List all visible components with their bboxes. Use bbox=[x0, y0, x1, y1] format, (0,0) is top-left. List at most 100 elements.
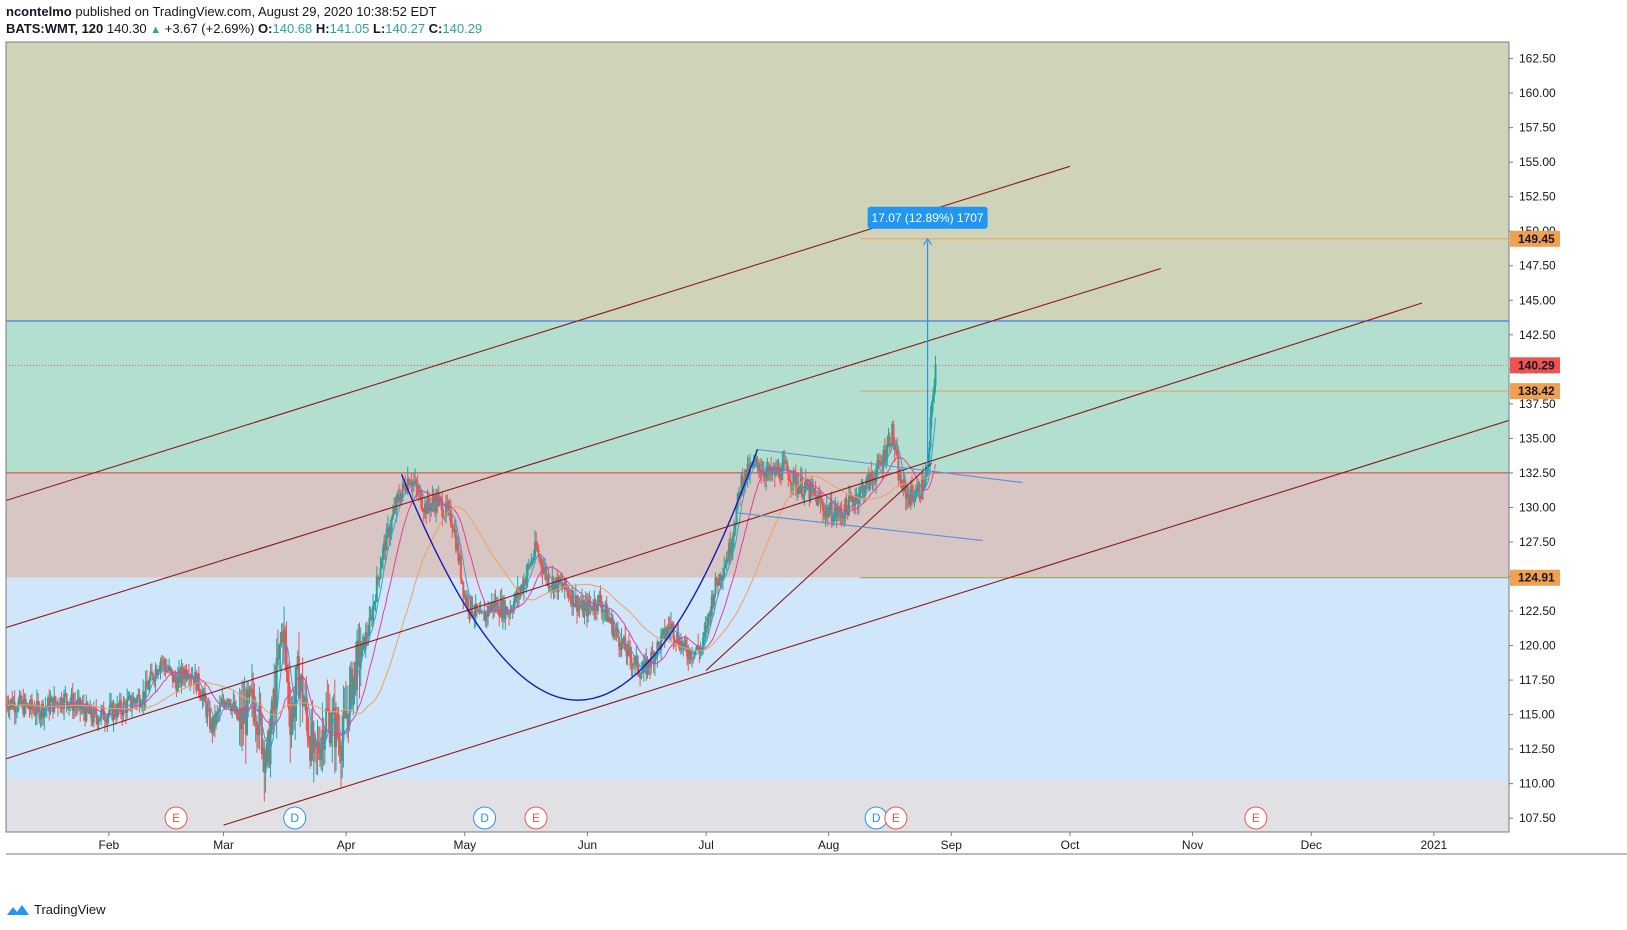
candle-body bbox=[217, 711, 220, 713]
candle-body bbox=[7, 706, 10, 710]
candle-body bbox=[788, 480, 791, 482]
tradingview-brand[interactable]: TradingView bbox=[6, 902, 106, 917]
candle-body bbox=[725, 558, 728, 565]
candle-body bbox=[459, 555, 462, 579]
candle-body bbox=[68, 704, 71, 709]
candle-body bbox=[38, 705, 41, 720]
candle-body bbox=[640, 673, 643, 679]
publisher-name[interactable]: ncontelmo bbox=[6, 4, 72, 19]
candle-body bbox=[265, 743, 268, 763]
x-tick-label: 2021 bbox=[1420, 838, 1447, 852]
measure-arrowhead bbox=[923, 237, 933, 246]
candle-body bbox=[44, 707, 47, 709]
candle-body bbox=[885, 456, 888, 463]
candle-body bbox=[388, 527, 391, 537]
candle-body bbox=[875, 471, 878, 483]
candle-body bbox=[367, 634, 370, 637]
candle-body bbox=[723, 567, 726, 577]
candle-body bbox=[553, 581, 556, 592]
candle-body bbox=[426, 497, 429, 515]
candle-body bbox=[918, 484, 921, 499]
candle-body bbox=[778, 466, 781, 479]
candle-body bbox=[128, 695, 131, 697]
candle-body bbox=[647, 659, 650, 667]
candle-body bbox=[236, 707, 239, 719]
zone-band-2 bbox=[6, 472, 1509, 578]
y-tick-label: 145.00 bbox=[1519, 293, 1556, 307]
candle-body bbox=[285, 645, 288, 670]
candle-body bbox=[238, 709, 241, 720]
event-marker-label: D bbox=[872, 811, 881, 825]
candle-body bbox=[731, 536, 734, 548]
candle-body bbox=[294, 695, 297, 718]
candle-body bbox=[30, 699, 33, 709]
candle-body bbox=[379, 568, 382, 579]
candle-body bbox=[672, 623, 675, 640]
candle-body bbox=[474, 603, 477, 616]
candle-body bbox=[551, 577, 554, 587]
candle-body bbox=[932, 395, 935, 402]
candle-body bbox=[321, 730, 324, 744]
candle-body bbox=[35, 700, 38, 715]
event-marker-e bbox=[524, 806, 548, 830]
up-arrow-icon: ▲ bbox=[150, 24, 162, 36]
candle-body bbox=[307, 736, 310, 743]
y-tick-label: 115.00 bbox=[1519, 708, 1555, 722]
candle-body bbox=[448, 506, 451, 509]
candle-body bbox=[609, 619, 612, 624]
candle-body bbox=[391, 513, 394, 519]
price-label: 138.42 bbox=[1518, 384, 1555, 398]
candle-body bbox=[37, 700, 40, 706]
candle-body bbox=[305, 696, 308, 715]
candle-body bbox=[152, 674, 155, 681]
candle-body bbox=[420, 491, 423, 508]
candle-body bbox=[903, 479, 906, 486]
candle-body bbox=[657, 642, 660, 644]
candle-body bbox=[98, 718, 101, 721]
candles bbox=[6, 355, 937, 802]
flag-line-0 bbox=[757, 448, 1023, 484]
candle-body bbox=[373, 601, 376, 606]
candle-body bbox=[687, 656, 690, 660]
candle-body bbox=[730, 547, 733, 555]
candle-body bbox=[61, 707, 64, 709]
flag-line-1 bbox=[737, 512, 984, 542]
candle-body bbox=[922, 477, 925, 490]
candle-body bbox=[406, 478, 409, 492]
candle-body bbox=[51, 697, 54, 712]
candle-body bbox=[155, 668, 158, 676]
candle-body bbox=[637, 671, 640, 675]
price-label-box bbox=[1510, 383, 1560, 400]
candle-body bbox=[237, 718, 240, 720]
candle-body bbox=[729, 542, 732, 555]
candle-body bbox=[246, 689, 249, 735]
candle-body bbox=[28, 708, 31, 710]
candle-body bbox=[515, 592, 518, 599]
candle-body bbox=[279, 642, 282, 645]
zone-band-1 bbox=[6, 320, 1509, 473]
candle-body bbox=[572, 590, 575, 607]
event-marker-label: D bbox=[480, 811, 489, 825]
candle-body bbox=[178, 669, 181, 677]
candle-body bbox=[859, 487, 862, 498]
candle-body bbox=[158, 669, 161, 672]
candle-body bbox=[247, 689, 250, 698]
candle-body bbox=[673, 639, 676, 642]
candle-body bbox=[540, 558, 543, 567]
candle-body bbox=[148, 680, 151, 690]
candle-body bbox=[770, 466, 773, 475]
candle-body bbox=[257, 734, 260, 736]
symbol-label[interactable]: BATS:WMT, 120 bbox=[6, 21, 104, 36]
candle-body bbox=[173, 675, 176, 683]
event-marker-e bbox=[1244, 806, 1268, 830]
candle-body bbox=[925, 470, 928, 475]
candle-body bbox=[320, 743, 323, 761]
y-tick-label: 107.50 bbox=[1519, 811, 1556, 825]
tradingview-logo-icon bbox=[7, 904, 29, 915]
candle-body bbox=[92, 709, 95, 723]
zone-band-3 bbox=[6, 577, 1509, 780]
event-marker-d bbox=[473, 806, 497, 830]
candle-body bbox=[469, 596, 472, 613]
candle-body bbox=[239, 709, 242, 730]
